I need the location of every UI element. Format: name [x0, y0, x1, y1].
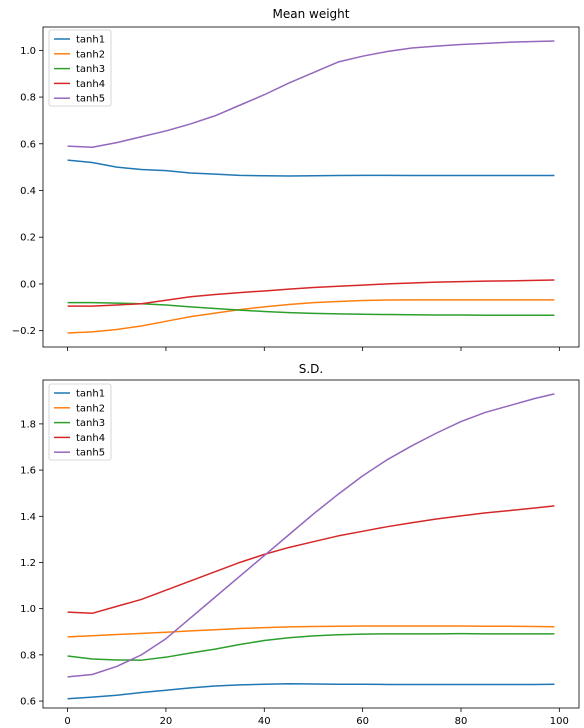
legend-label: tanh1 [76, 35, 105, 46]
y-tick-label: 1.4 [20, 512, 36, 523]
y-tick-label: −0.2 [12, 326, 36, 337]
legend-label: tanh1 [76, 389, 105, 400]
series-line-tanh2 [67, 299, 555, 334]
legend-label: tanh4 [76, 79, 105, 90]
x-tick-label: 100 [550, 716, 569, 727]
y-tick-label: 0.8 [20, 650, 36, 661]
series-line-tanh5 [67, 40, 555, 149]
sd-chart: S.D. 0.6 0.8 1.0 1.2 1.4 1.6 1.8 0 20 40 60 80 100 t… [20, 362, 580, 727]
x-tick-label: 0 [64, 716, 70, 727]
x-tick-label: 20 [160, 716, 173, 727]
series-line-tanh3 [67, 301, 555, 316]
series-line-tanh1 [67, 683, 555, 700]
series-line-tanh4 [67, 505, 555, 615]
legend: tanh1 tanh2 tanh3 tanh4 tanh5 [48, 29, 112, 107]
legend-label: tanh5 [76, 448, 105, 459]
mean-weight-chart: Mean weight −0.2 0.0 0.2 0.4 0.6 0.8 1.0 tanh1… [12, 7, 580, 351]
axes-ticks: 0.6 0.8 1.0 1.2 1.4 1.6 1.8 0 20 40 60 80 100 [20, 419, 569, 727]
y-tick-label: 1.8 [20, 419, 36, 430]
legend: tanh1 tanh2 tanh3 tanh4 tanh5 [48, 383, 112, 461]
legend-box [48, 383, 112, 461]
y-tick-label: 0.6 [20, 139, 36, 150]
series-line-tanh5 [67, 393, 555, 678]
plot-frame [42, 379, 580, 709]
y-tick-label: 0.8 [20, 93, 36, 104]
legend-box [48, 29, 112, 107]
y-tick-label: 0.6 [20, 697, 36, 708]
legend-label: tanh3 [76, 418, 105, 429]
chart-title: S.D. [299, 362, 324, 376]
legend-label: tanh2 [76, 403, 105, 414]
series-lines [67, 40, 555, 334]
y-tick-label: 1.0 [20, 604, 36, 615]
y-tick-label: 0.4 [20, 186, 36, 197]
y-tick-label: 0.0 [20, 279, 36, 290]
chart-title: Mean weight [273, 7, 350, 21]
y-tick-label: 1.6 [20, 466, 36, 477]
legend-label: tanh5 [76, 94, 105, 105]
series-line-tanh4 [67, 279, 555, 307]
series-line-tanh3 [67, 632, 555, 661]
plot-frame [42, 26, 580, 348]
axes-ticks: −0.2 0.0 0.2 0.4 0.6 0.8 1.0 [12, 46, 560, 351]
legend-label: tanh3 [76, 64, 105, 75]
y-tick-label: 1.2 [20, 558, 36, 569]
x-tick-label: 40 [258, 716, 271, 727]
y-tick-label: 0.2 [20, 233, 36, 244]
legend-label: tanh4 [76, 433, 105, 444]
x-tick-label: 80 [455, 716, 468, 727]
legend-label: tanh2 [76, 49, 105, 60]
series-line-tanh1 [67, 159, 555, 177]
series-line-tanh2 [67, 625, 555, 638]
series-lines [67, 393, 555, 700]
x-tick-label: 60 [356, 716, 369, 727]
y-tick-label: 1.0 [20, 46, 36, 57]
